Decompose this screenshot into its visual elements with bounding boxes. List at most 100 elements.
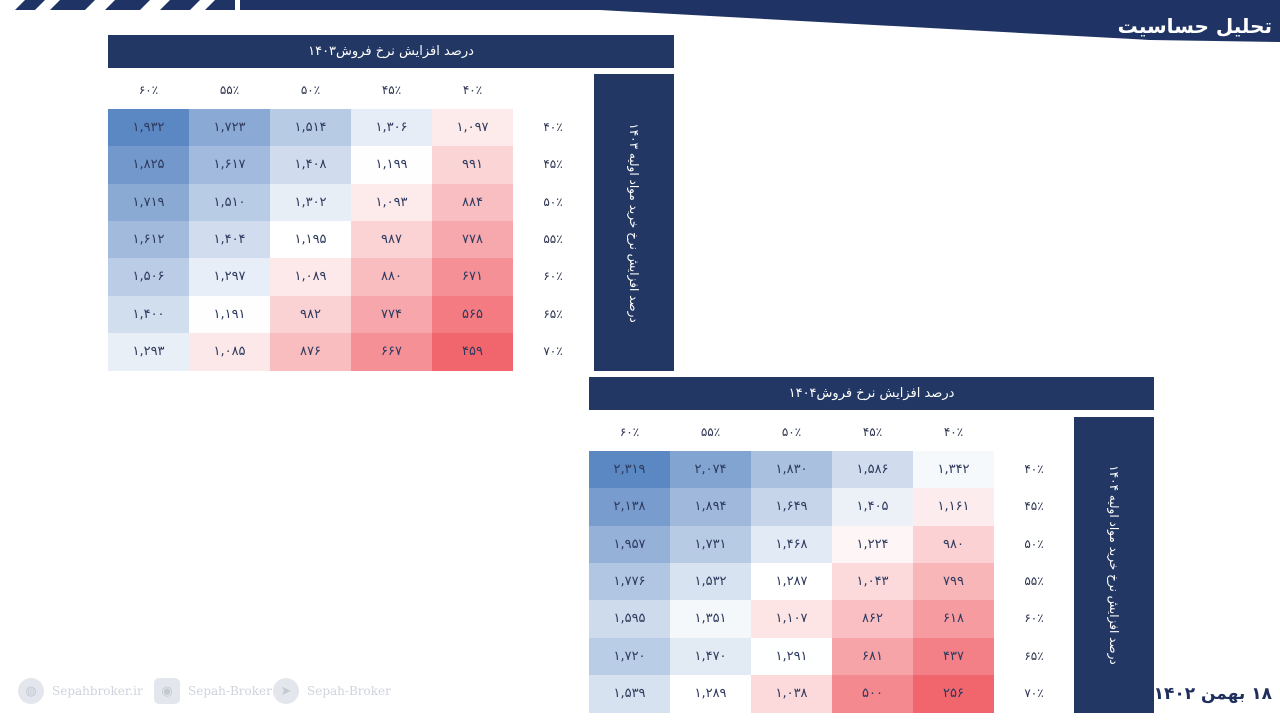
table-cell: ۹۸۷: [351, 220, 432, 259]
table-cell: ۵۰۰: [832, 674, 913, 713]
row-header: ۴۵٪: [543, 157, 563, 172]
table-cell: ۱,۸۹۴: [670, 488, 751, 527]
table-cell: ۱,۹۵۷: [589, 525, 670, 564]
column-header: ۴۵٪: [862, 425, 883, 439]
table-cell: ۱,۱۹۱: [189, 295, 270, 334]
table-cell: ۱,۳۴۲: [913, 451, 994, 489]
banner-band: [240, 0, 1280, 42]
row-header: ۶۵٪: [1024, 648, 1044, 663]
social-links: ➤ Sepah-Broker: [273, 676, 391, 706]
table-cell: ۲,۳۱۹: [589, 451, 670, 489]
table-cell: ۸۷۶: [270, 332, 351, 371]
table-cell: ۱,۲۹۳: [108, 332, 189, 371]
table-cell: ۱,۴۰۵: [832, 488, 913, 527]
table-cell: ۱,۱۹۵: [270, 220, 351, 259]
table-title: درصد افزایش نرخ فروش۱۴۰۴: [589, 377, 1154, 410]
table-cell: ۹۸۰: [913, 525, 994, 564]
table-cell: ۱,۴۶۸: [751, 525, 832, 564]
table-cell: ۱,۹۳۲: [108, 109, 189, 147]
table-cell: ۱,۴۰۴: [189, 220, 270, 259]
table-cell: ۱,۲۸۷: [751, 562, 832, 601]
row-header: ۴۵٪: [1024, 499, 1044, 514]
table-cell: ۸۸۴: [432, 183, 513, 222]
table-cell: ۱,۵۰۶: [108, 258, 189, 297]
row-header: ۶۵٪: [543, 306, 563, 321]
table-cell: ۷۷۴: [351, 295, 432, 334]
table-cell: ۲,۰۷۴: [670, 451, 751, 489]
social-links: ◍ Sepahbroker.ir: [18, 676, 143, 706]
column-header: ۶۰٪: [138, 83, 159, 97]
table-cell: ۸۶۲: [832, 600, 913, 639]
table-cell: ۱,۰۹۷: [432, 109, 513, 147]
row-header: ۶۰٪: [543, 269, 563, 284]
sensitivity-table-1403: درصد افزایش نرخ فروش۱۴۰۳ درصد افزایش نرخ…: [108, 35, 674, 371]
website-link[interactable]: Sepahbroker.ir: [52, 684, 143, 698]
table-cell: ۸۸۰: [351, 258, 432, 297]
table-cell: ۱,۰۹۳: [351, 183, 432, 222]
table-cell: ۵۶۵: [432, 295, 513, 334]
social-links: ◉ Sepah-Broker: [154, 676, 272, 706]
banner-stripe: [15, 0, 45, 10]
row-header: ۵۰٪: [1024, 536, 1044, 551]
banner-stripe: [50, 0, 95, 10]
table-cell: ۴۵۹: [432, 332, 513, 371]
column-header: ۴۵٪: [381, 83, 402, 97]
banner-stripe: [105, 0, 150, 10]
table-cell: ۲,۱۳۸: [589, 488, 670, 527]
table-cell: ۱,۳۰۶: [351, 109, 432, 147]
row-header: ۶۰٪: [1024, 611, 1044, 626]
row-axis-panel: درصد افزایش نرخ خرید مواد اولیه ۱۴۰۴: [1074, 417, 1154, 713]
table-cell: ۶۱۸: [913, 600, 994, 639]
banner-stripe: [205, 0, 235, 10]
instagram-icon: ◉: [154, 678, 180, 704]
table-cell: ۱,۴۷۰: [670, 637, 751, 676]
instagram-link[interactable]: Sepah-Broker: [188, 684, 272, 698]
table-cell: ۱,۵۸۶: [832, 451, 913, 489]
table-cell: ۱,۳۵۱: [670, 600, 751, 639]
row-header: ۷۰٪: [1024, 685, 1044, 700]
table-cell: ۱,۸۲۵: [108, 146, 189, 185]
column-header: ۴۰٪: [943, 425, 964, 439]
globe-icon: ◍: [18, 678, 44, 704]
table-cell: ۴۳۷: [913, 637, 994, 676]
table-cell: ۱,۲۸۹: [670, 674, 751, 713]
table-cell: ۱,۱۰۷: [751, 600, 832, 639]
table-cell: ۱,۵۹۵: [589, 600, 670, 639]
row-header: ۴۰٪: [1024, 462, 1044, 476]
table-cell: ۱,۲۲۴: [832, 525, 913, 564]
table-cell: ۱,۵۱۴: [270, 109, 351, 147]
table-cell: ۱,۵۱۰: [189, 183, 270, 222]
table-cell: ۱,۰۸۹: [270, 258, 351, 297]
table-cell: ۱,۴۰۰: [108, 295, 189, 334]
table-cell: ۹۹۱: [432, 146, 513, 185]
row-header: ۴۰٪: [543, 120, 563, 134]
row-axis-label: درصد افزایش نرخ خرید مواد اولیه ۱۴۰۳: [627, 122, 641, 323]
table-cell: ۱,۷۱۹: [108, 183, 189, 222]
table-cell: ۱,۳۰۲: [270, 183, 351, 222]
table-cell: ۱,۴۰۸: [270, 146, 351, 185]
column-header: ۵۵٪: [219, 83, 240, 97]
table-cell: ۱,۷۳۱: [670, 525, 751, 564]
table-cell: ۱,۱۶۱: [913, 488, 994, 527]
table-cell: ۱,۰۴۳: [832, 562, 913, 601]
row-header: ۵۵٪: [1024, 573, 1044, 588]
table-cell: ۷۷۸: [432, 220, 513, 259]
table-cell: ۱,۶۴۹: [751, 488, 832, 527]
table-cell: ۱,۶۱۲: [108, 220, 189, 259]
row-header: ۵۵٪: [543, 231, 563, 246]
column-header: ۵۰٪: [781, 425, 802, 439]
telegram-link[interactable]: Sepah-Broker: [307, 684, 391, 698]
table-cell: ۱,۸۳۰: [751, 451, 832, 489]
table-cell: ۱,۵۳۹: [589, 674, 670, 713]
table-cell: ۱,۰۳۸: [751, 674, 832, 713]
table-cell: ۱,۰۸۵: [189, 332, 270, 371]
table-cell: ۱,۵۳۲: [670, 562, 751, 601]
sensitivity-table-1404: درصد افزایش نرخ فروش۱۴۰۴ درصد افزایش نرخ…: [589, 377, 1154, 713]
column-header: ۵۵٪: [700, 425, 721, 439]
top-banner: [15, 0, 1280, 42]
table-cell: ۱,۷۷۶: [589, 562, 670, 601]
column-header: ۵۰٪: [300, 83, 321, 97]
report-date: ۱۸ بهمن ۱۴۰۲: [1153, 684, 1272, 704]
table-cell: ۱,۱۹۹: [351, 146, 432, 185]
